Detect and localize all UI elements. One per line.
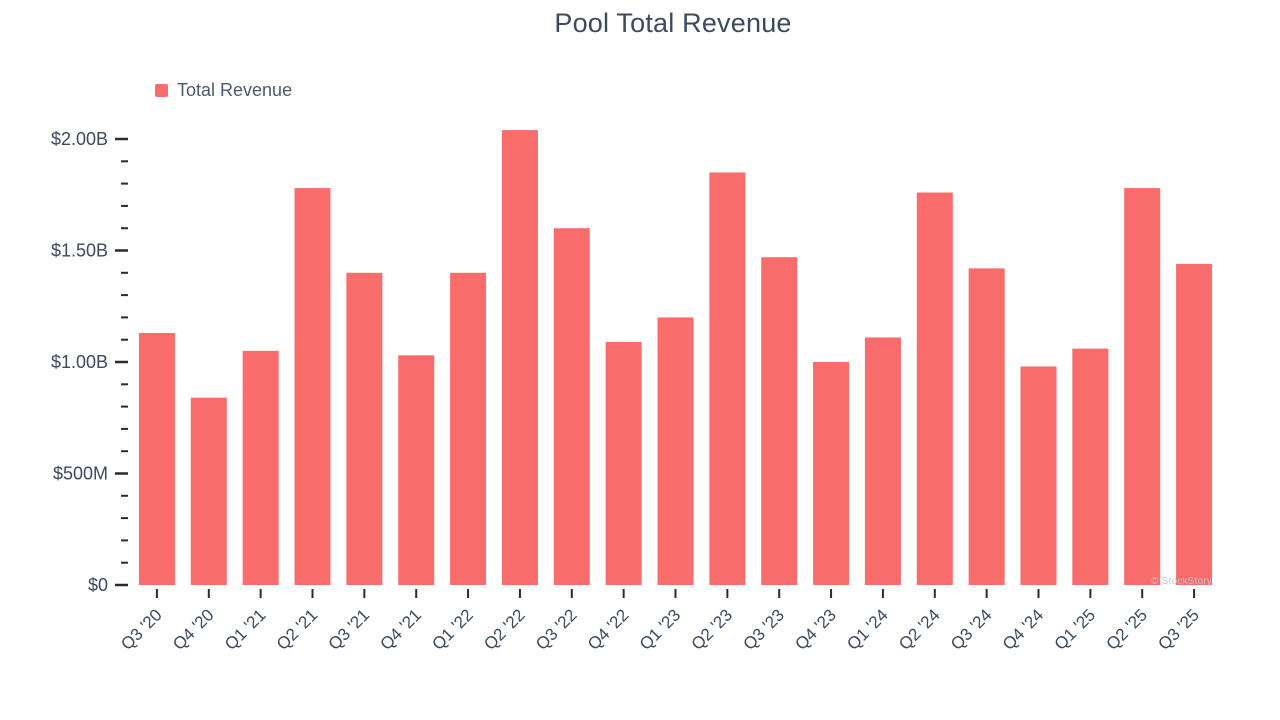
bar[interactable] [501, 130, 538, 585]
bar[interactable] [916, 192, 953, 585]
bar[interactable] [657, 317, 694, 585]
bar[interactable] [1020, 366, 1057, 585]
legend-label: Total Revenue [177, 80, 293, 100]
bar[interactable] [1072, 348, 1109, 585]
x-axis-label: Q3 '22 [532, 605, 580, 653]
bar[interactable] [553, 228, 590, 585]
x-axis-label: Q1 '22 [428, 605, 476, 653]
watermark: © StockStory [1151, 576, 1212, 587]
bar[interactable] [1124, 188, 1161, 585]
x-axis-label: Q2 '25 [1103, 605, 1151, 653]
y-axis-label: $2.00B [51, 129, 108, 149]
bar[interactable] [242, 350, 279, 585]
bar[interactable] [138, 333, 175, 585]
bar[interactable] [709, 172, 746, 585]
x-axis-label: Q4 '24 [999, 605, 1047, 653]
x-axis-label: Q2 '24 [895, 605, 943, 653]
x-axis-label: Q2 '23 [688, 605, 736, 653]
x-axis-label: Q4 '23 [791, 605, 839, 653]
bar[interactable] [190, 397, 227, 585]
x-axis-label: Q3 '21 [325, 605, 373, 653]
legend-swatch-icon [155, 84, 168, 97]
bar[interactable] [968, 268, 1005, 585]
x-axis-label: Q1 '21 [221, 605, 269, 653]
x-axis-label: Q4 '20 [169, 605, 217, 653]
x-axis-label: Q3 '20 [117, 605, 165, 653]
bar[interactable] [605, 341, 642, 585]
bar[interactable] [761, 257, 798, 585]
bar[interactable] [346, 272, 383, 585]
bar[interactable] [450, 272, 487, 585]
legend-item-total-revenue[interactable]: Total Revenue [155, 80, 292, 101]
x-axis-label: Q3 '24 [947, 605, 995, 653]
x-axis-label: Q1 '24 [843, 605, 891, 653]
bar[interactable] [864, 337, 901, 585]
x-axis-label: Q3 '25 [1154, 605, 1202, 653]
y-axis-label: $1.00B [51, 352, 108, 372]
chart-title: Pool Total Revenue [554, 8, 792, 38]
x-axis-label: Q1 '23 [636, 605, 684, 653]
x-axis-label: Q4 '21 [377, 605, 425, 653]
y-axis-label: $1.50B [51, 241, 108, 261]
y-axis-label: $500M [53, 464, 108, 484]
y-axis-label: $0 [88, 575, 108, 595]
x-axis-label: Q1 '25 [1051, 605, 1099, 653]
x-axis-label: Q4 '22 [584, 605, 632, 653]
bar[interactable] [294, 188, 331, 585]
bar[interactable] [813, 362, 850, 585]
x-axis-label: Q3 '23 [740, 605, 788, 653]
x-axis-label: Q2 '22 [480, 605, 528, 653]
x-axis-label: Q2 '21 [273, 605, 321, 653]
bar[interactable] [1176, 263, 1213, 585]
bar[interactable] [398, 355, 435, 585]
